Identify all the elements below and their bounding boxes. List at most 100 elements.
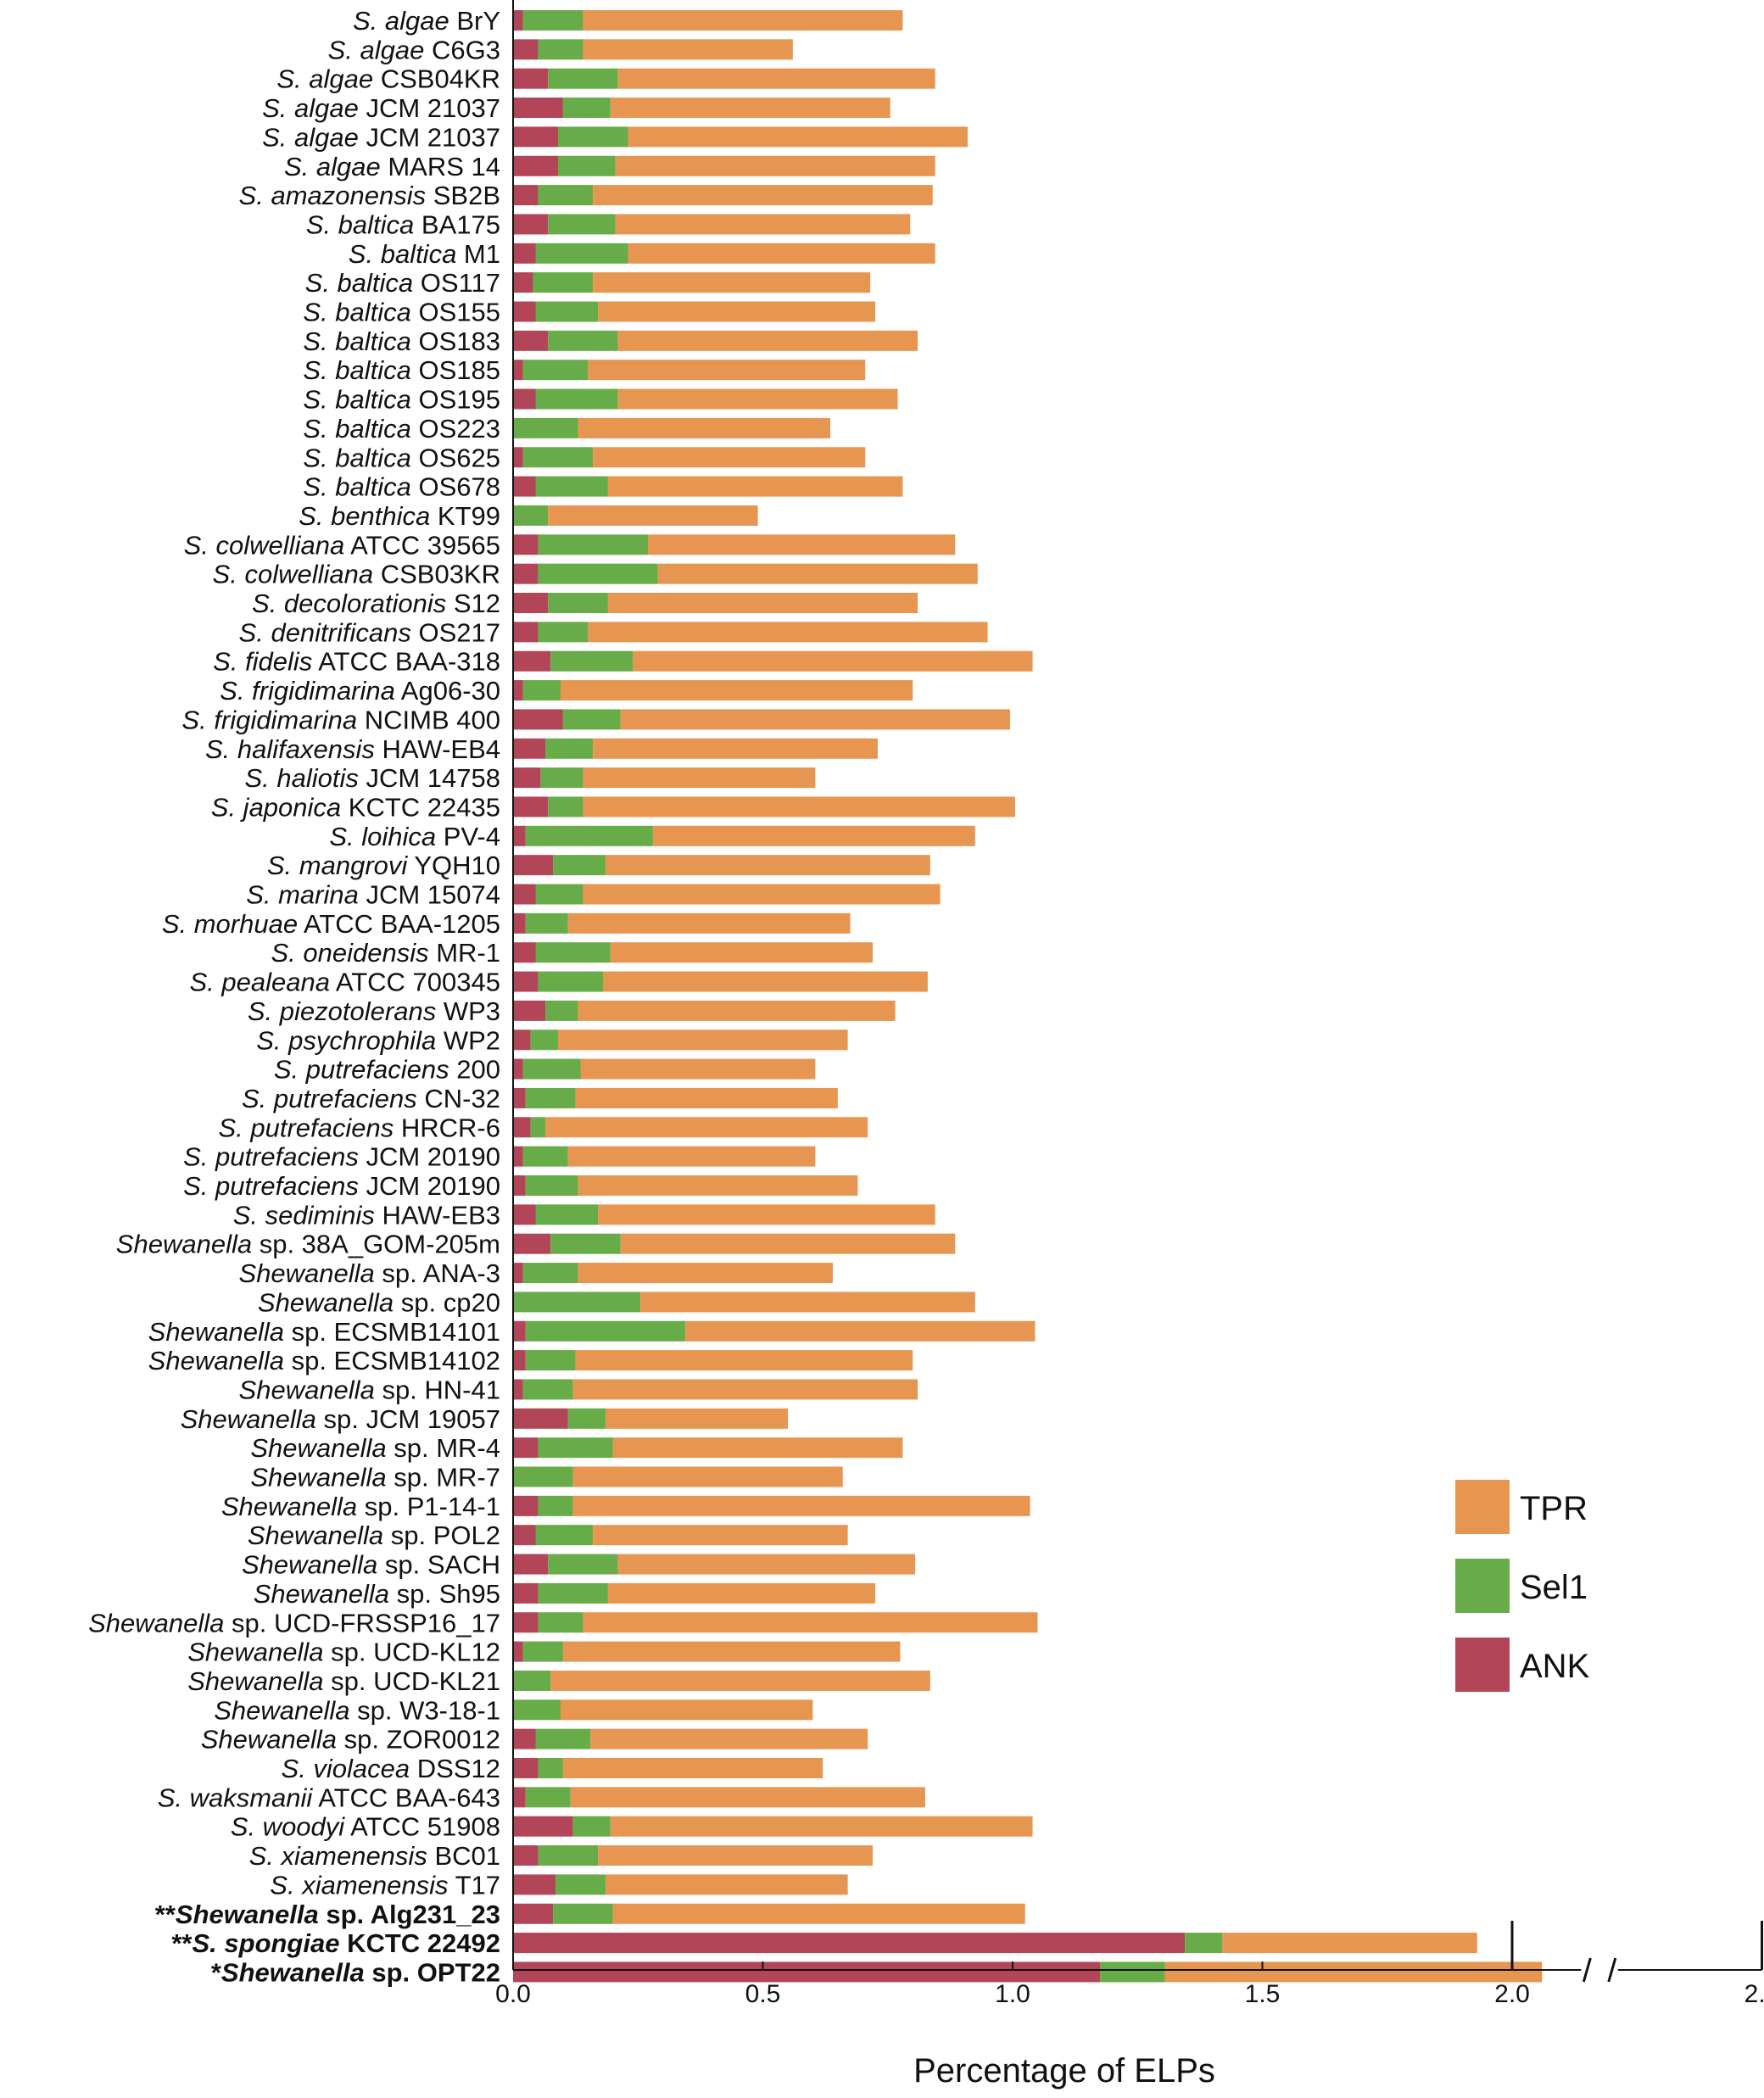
bar-sel1-11: [548, 330, 618, 351]
bar-sel1-12: [522, 360, 589, 381]
bar-ank-8: [513, 243, 536, 264]
legend-swatch-tpr: [1455, 1480, 1510, 1534]
bar-tpr-61: [570, 1787, 925, 1808]
category-label: S. putrefaciens 200: [274, 1055, 500, 1085]
bar-tpr-22: [633, 650, 1033, 672]
bar-sel1-33: [538, 971, 604, 992]
bar-tpr-1: [583, 39, 793, 60]
bar-tpr-16: [607, 476, 903, 497]
bar-sel1-40: [525, 1175, 578, 1196]
bar-sel1-13: [535, 388, 618, 410]
category-label: Shewanella sp. ECSMB14102: [148, 1346, 500, 1375]
bar-sel1-41: [535, 1204, 599, 1225]
bar-tpr-58: [560, 1699, 813, 1721]
bar-tpr-9: [593, 272, 871, 293]
bar-ank-6: [513, 185, 539, 206]
category-label: S. algae MARS 14: [284, 152, 500, 181]
bar-tpr-15: [593, 447, 866, 468]
category-label: Shewanella sp. MR-7: [250, 1463, 500, 1493]
bar-tpr-53: [617, 1554, 916, 1575]
category-label: S. colwelliana ATCC 39565: [184, 530, 500, 560]
category-label: S. denitrificans OS217: [239, 617, 500, 647]
bar-ank-31: [513, 912, 526, 934]
bar-tpr-52: [593, 1525, 848, 1546]
bar-sel1-52: [535, 1525, 594, 1546]
bar-tpr-30: [583, 884, 941, 905]
bar-sel1-67: [1100, 1961, 1165, 1983]
category-label: Shewanella sp. P1-14-1: [221, 1492, 500, 1521]
bar-tpr-44: [640, 1292, 975, 1313]
bar-sel1-55: [538, 1612, 583, 1633]
bar-sel1-45: [525, 1320, 686, 1342]
bar-tpr-6: [593, 185, 933, 206]
bar-tpr-14: [578, 417, 831, 438]
bar-tpr-45: [685, 1320, 1036, 1342]
bar-ank-46: [513, 1350, 526, 1371]
category-label: S. algae JCM 21037: [262, 93, 500, 123]
bar-sel1-20: [548, 593, 608, 613]
category-label: S. baltica M1: [349, 239, 500, 269]
category-label: Shewanella sp. UCD-FRSSP16_17: [88, 1608, 500, 1638]
category-label: Shewanella sp. Sh95: [254, 1579, 500, 1609]
axis-break-mark: [1582, 1957, 1592, 1983]
bar-sel1-51: [538, 1495, 573, 1516]
bar-sel1-2: [548, 68, 618, 89]
bar-sel1-38: [530, 1117, 546, 1138]
category-label: S. psychrophila WP2: [256, 1025, 500, 1055]
category-label: Shewanella sp. JCM 19057: [181, 1404, 500, 1434]
category-label: **S. spongiae KCTC 22492: [171, 1928, 500, 1958]
category-label: S. xiamenensis T17: [270, 1870, 500, 1900]
category-label: S. fidelis ATCC BAA-318: [213, 647, 500, 677]
bar-tpr-17: [548, 505, 758, 526]
bar-sel1-25: [545, 738, 594, 759]
bar-tpr-42: [620, 1233, 956, 1254]
category-label: S. violacea DSS12: [282, 1754, 500, 1783]
bar-sel1-1: [538, 39, 583, 60]
category-label: S. morhuae ATCC BAA-1205: [162, 909, 500, 939]
bar-sel1-31: [525, 912, 568, 934]
category-label: Shewanella sp. ZOR0012: [201, 1725, 500, 1755]
bar-ank-64: [513, 1874, 556, 1895]
category-label: Shewanella sp. ECSMB14101: [148, 1317, 500, 1347]
bars-layer: [513, 10, 1543, 1983]
category-label: S. baltica OS625: [303, 443, 500, 472]
bar-tpr-31: [567, 912, 851, 934]
category-label: S. baltica BA175: [306, 209, 500, 239]
bar-sel1-30: [535, 884, 583, 905]
bar-tpr-19: [657, 563, 978, 584]
category-label: S. putrefaciens CN-32: [242, 1084, 500, 1113]
bar-ank-63: [513, 1845, 539, 1866]
category-label: Shewanella sp. HN-41: [239, 1375, 500, 1404]
category-label: S. sediminis HAW-EB3: [233, 1200, 500, 1230]
bar-ank-48: [513, 1408, 568, 1429]
legend-label-ank: ANK: [1520, 1648, 1590, 1685]
bar-sel1-61: [525, 1787, 571, 1808]
bar-ank-20: [513, 593, 549, 613]
category-label: S. oneidensis MR-1: [271, 938, 500, 968]
bar-sel1-54: [538, 1582, 608, 1604]
bar-tpr-35: [558, 1029, 848, 1051]
bar-ank-2: [513, 68, 549, 89]
bar-ank-32: [513, 942, 536, 963]
bar-ank-4: [513, 126, 559, 148]
category-label: S. woodyi ATCC 51908: [231, 1812, 500, 1842]
bar-sel1-56: [522, 1641, 563, 1662]
bar-sel1-47: [522, 1379, 573, 1400]
category-label: S. decolorationis S12: [252, 589, 500, 618]
legend: TPR Sel1 ANK: [1455, 1480, 1590, 1692]
bar-sel1-58: [513, 1699, 561, 1721]
bar-ank-62: [513, 1816, 573, 1837]
bar-ank-11: [513, 330, 549, 351]
bar-sel1-10: [535, 301, 599, 322]
bar-tpr-33: [603, 971, 928, 992]
bar-ank-5: [513, 155, 559, 176]
category-label: S. baltica OS155: [303, 298, 500, 327]
bar-ank-26: [513, 767, 541, 789]
bar-ank-38: [513, 1117, 531, 1138]
bar-tpr-66: [1222, 1933, 1477, 1954]
bar-sel1-21: [538, 622, 589, 643]
bar-ank-1: [513, 39, 539, 60]
x-tick-label: 2.5: [1744, 1980, 1764, 2008]
bar-tpr-10: [598, 301, 876, 322]
